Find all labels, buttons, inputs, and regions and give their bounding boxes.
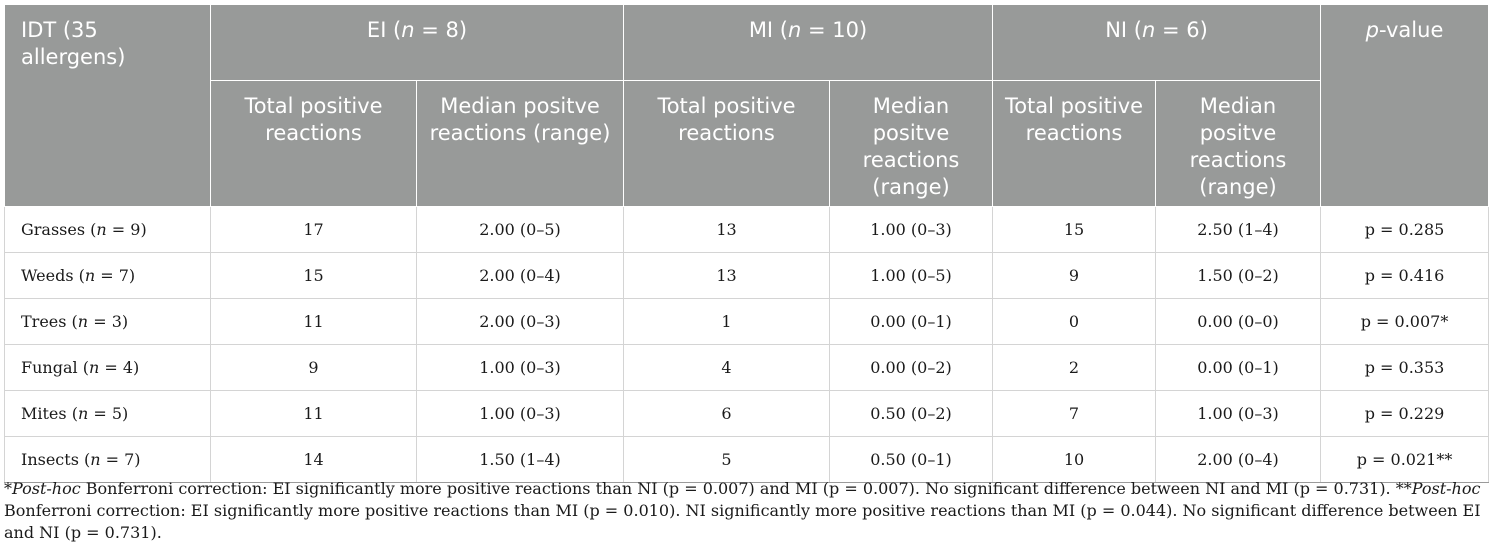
- table-body: Grasses (n = 9) 17 2.00 (0–5) 13 1.00 (0…: [4, 206, 1489, 483]
- mi-median-cell: 0.00 (0–2): [829, 344, 993, 391]
- ni-total-cell: 10: [992, 436, 1156, 483]
- table-row: Trees (n = 3) 11 2.00 (0–3) 1 0.00 (0–1)…: [4, 298, 1489, 345]
- pvalue-cell: p = 0.021**: [1320, 436, 1489, 483]
- ei-median-cell: 1.00 (0–3): [416, 344, 624, 391]
- mi-total-cell: 6: [623, 390, 830, 437]
- ei-total-cell: 9: [210, 344, 417, 391]
- row-label: Grasses (n = 9): [4, 206, 211, 253]
- pvalue-header: p-value: [1320, 4, 1489, 207]
- footnote-text: Bonferroni correction: EI significantly …: [80, 479, 1396, 498]
- ei-total-cell: 14: [210, 436, 417, 483]
- table-row: Weeds (n = 7) 15 2.00 (0–4) 13 1.00 (0–5…: [4, 252, 1489, 299]
- footnote-italic: Post-hoc: [12, 479, 81, 498]
- row-label: Weeds (n = 7): [4, 252, 211, 299]
- mi-median-cell: 0.50 (0–2): [829, 390, 993, 437]
- ei-total-cell: 11: [210, 390, 417, 437]
- idt-header: IDT (35 allergens): [4, 4, 211, 207]
- ni-median-cell: 1.00 (0–3): [1155, 390, 1321, 437]
- ni-median-cell: 2.00 (0–4): [1155, 436, 1321, 483]
- mi-total-cell: 5: [623, 436, 830, 483]
- ei-total-cell: 11: [210, 298, 417, 345]
- mi-median-header: Median positve reactions (range): [829, 80, 993, 207]
- ni-median-cell: 2.50 (1–4): [1155, 206, 1321, 253]
- ni-total-cell: 0: [992, 298, 1156, 345]
- mi-total-cell: 13: [623, 206, 830, 253]
- ei-total-cell: 15: [210, 252, 417, 299]
- ni-median-header: Median positve reactions (range): [1155, 80, 1321, 207]
- row-label: Fungal (n = 4): [4, 344, 211, 391]
- ni-median-cell: 1.50 (0–2): [1155, 252, 1321, 299]
- mi-median-cell: 1.00 (0–3): [829, 206, 993, 253]
- footnote-italic: Post-hoc: [1411, 479, 1481, 498]
- pvalue-cell: p = 0.007*: [1320, 298, 1489, 345]
- mi-group-header: MI (n = 10): [623, 4, 993, 81]
- ni-group-header: NI (n = 6): [992, 4, 1321, 81]
- row-label: Mites (n = 5): [4, 390, 211, 437]
- mi-total-header: Total positive reactions: [623, 80, 830, 207]
- pvalue-cell: p = 0.285: [1320, 206, 1489, 253]
- pvalue-cell: p = 0.416: [1320, 252, 1489, 299]
- mi-median-cell: 0.00 (0–1): [829, 298, 993, 345]
- mi-median-cell: 0.50 (0–1): [829, 436, 993, 483]
- ni-total-header: Total positive reactions: [992, 80, 1156, 207]
- ei-median-cell: 1.50 (1–4): [416, 436, 624, 483]
- table-row: Grasses (n = 9) 17 2.00 (0–5) 13 1.00 (0…: [4, 206, 1489, 253]
- ni-total-cell: 2: [992, 344, 1156, 391]
- row-label: Insects (n = 7): [4, 436, 211, 483]
- table-row: Insects (n = 7) 14 1.50 (1–4) 5 0.50 (0–…: [4, 436, 1489, 483]
- table-row: Mites (n = 5) 11 1.00 (0–3) 6 0.50 (0–2)…: [4, 390, 1489, 437]
- ei-median-cell: 1.00 (0–3): [416, 390, 624, 437]
- ni-total-cell: 15: [992, 206, 1156, 253]
- ni-median-cell: 0.00 (0–1): [1155, 344, 1321, 391]
- ei-total-cell: 17: [210, 206, 417, 253]
- ni-total-cell: 9: [992, 252, 1156, 299]
- mi-total-cell: 4: [623, 344, 830, 391]
- mi-total-cell: 1: [623, 298, 830, 345]
- row-label: Trees (n = 3): [4, 298, 211, 345]
- pvalue-cell: p = 0.229: [1320, 390, 1489, 437]
- ni-total-cell: 7: [992, 390, 1156, 437]
- pvalue-cell: p = 0.353: [1320, 344, 1489, 391]
- allergen-results-table: IDT (35 allergens) EI (n = 8) MI (n = 10…: [4, 4, 1489, 483]
- ei-median-cell: 2.00 (0–5): [416, 206, 624, 253]
- table-footnote: *Post-hoc Bonferroni correction: EI sign…: [4, 478, 1488, 544]
- mi-median-cell: 1.00 (0–5): [829, 252, 993, 299]
- ei-median-header: Median positve reactions (range): [416, 80, 624, 207]
- footnote-mark-single: *: [4, 479, 12, 498]
- ei-group-header: EI (n = 8): [210, 4, 624, 81]
- ei-median-cell: 2.00 (0–3): [416, 298, 624, 345]
- table-header: IDT (35 allergens) EI (n = 8) MI (n = 10…: [4, 4, 1489, 207]
- footnote-text: Bonferroni correction: EI significantly …: [4, 501, 1481, 542]
- mi-total-cell: 13: [623, 252, 830, 299]
- table-row: Fungal (n = 4) 9 1.00 (0–3) 4 0.00 (0–2)…: [4, 344, 1489, 391]
- ei-total-header: Total positive reactions: [210, 80, 417, 207]
- footnote-mark-double: **: [1395, 479, 1412, 498]
- ei-median-cell: 2.00 (0–4): [416, 252, 624, 299]
- ni-median-cell: 0.00 (0–0): [1155, 298, 1321, 345]
- table-container: IDT (35 allergens) EI (n = 8) MI (n = 10…: [4, 4, 1489, 483]
